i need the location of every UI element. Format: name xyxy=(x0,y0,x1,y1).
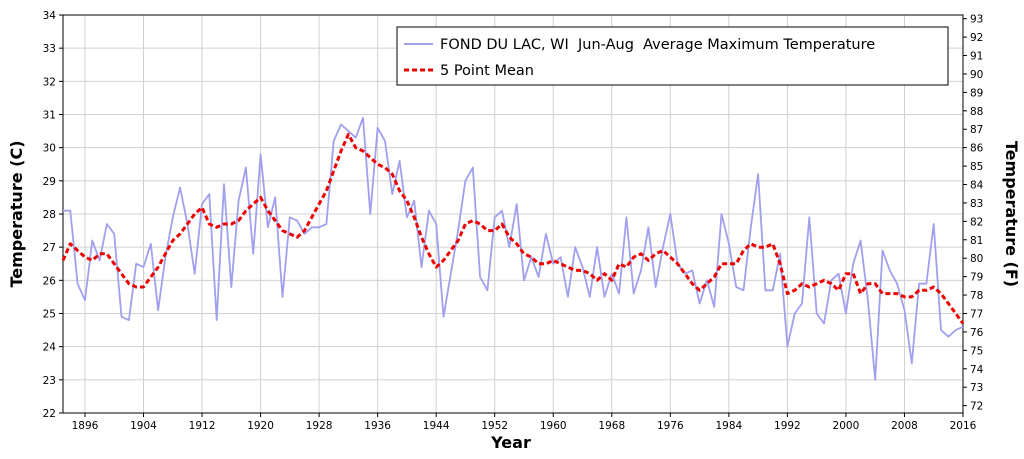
legend-box xyxy=(396,26,949,86)
left-tick-label: 22 xyxy=(43,408,56,420)
right-tick-label: 76 xyxy=(970,327,984,339)
right-axis-ticks: 72 73 74 75 76 77 78 79 80 81 82 83 84 85 86 87 88 89 90 91… xyxy=(963,14,984,413)
right-tick-label: 81 xyxy=(970,235,983,247)
x-tick-label: 1960 xyxy=(540,420,567,432)
legend-label-raw: FOND DU LAC, WI Jun-Aug Average Maximum … xyxy=(440,37,875,53)
series-layer xyxy=(61,116,965,381)
left-tick-label: 33 xyxy=(43,43,56,55)
right-tick-label: 80 xyxy=(970,253,983,265)
left-tick-label: 25 xyxy=(43,309,56,321)
left-tick-label: 32 xyxy=(43,76,56,88)
x-tick-label: 1992 xyxy=(774,420,801,432)
x-tick-label: 1904 xyxy=(130,420,157,432)
x-tick-label: 1944 xyxy=(423,420,450,432)
x-tick-label: 1984 xyxy=(715,420,742,432)
right-tick-label: 91 xyxy=(970,51,983,63)
right-tick-label: 83 xyxy=(970,198,983,210)
x-tick-label: 1928 xyxy=(306,420,333,432)
x-tick-label: 1976 xyxy=(657,420,684,432)
right-tick-label: 90 xyxy=(970,69,983,81)
right-tick-label: 72 xyxy=(970,401,983,413)
left-tick-label: 24 xyxy=(43,342,57,354)
right-tick-label: 85 xyxy=(970,161,983,173)
right-tick-label: 75 xyxy=(970,345,983,357)
x-tick-label: 1952 xyxy=(481,420,508,432)
x-tick-label: 1920 xyxy=(247,420,274,432)
right-tick-label: 89 xyxy=(970,87,983,99)
right-tick-label: 86 xyxy=(970,143,984,155)
left-axis-ticks: 22 23 24 25 26 27 28 29 30 31 32 33 34 xyxy=(43,10,63,420)
right-tick-label: 73 xyxy=(970,382,983,394)
x-tick-label: 1896 xyxy=(72,420,99,432)
legend-label-mean: 5 Point Mean xyxy=(440,63,534,79)
right-tick-label: 84 xyxy=(970,180,984,192)
right-axis-title: Temperature (F) xyxy=(1002,141,1021,287)
x-tick-label: 1936 xyxy=(364,420,391,432)
legend: FOND DU LAC, WI Jun-Aug Average Maximum … xyxy=(396,26,949,86)
x-axis-title: Year xyxy=(490,433,531,452)
left-tick-label: 34 xyxy=(43,10,57,22)
left-tick-label: 31 xyxy=(43,110,56,122)
x-tick-label: 2008 xyxy=(891,420,918,432)
x-tick-label: 1912 xyxy=(189,420,216,432)
right-tick-label: 82 xyxy=(970,216,983,228)
left-tick-label: 27 xyxy=(43,242,56,254)
x-tick-label: 1968 xyxy=(598,420,625,432)
right-tick-label: 74 xyxy=(970,364,984,376)
right-tick-label: 93 xyxy=(970,14,983,26)
right-tick-label: 79 xyxy=(970,272,983,284)
left-tick-label: 30 xyxy=(43,143,56,155)
left-tick-label: 23 xyxy=(43,375,56,387)
x-tick-label: 2016 xyxy=(950,420,977,432)
x-axis-ticks: 1896 1904 1912 1920 1928 1936 1944 1952 1960 1968… xyxy=(72,413,977,432)
right-tick-label: 78 xyxy=(970,290,983,302)
right-tick-label: 88 xyxy=(970,106,983,118)
left-tick-label: 26 xyxy=(43,275,57,287)
series-line-5pt-mean xyxy=(61,132,965,325)
left-axis-title: Temperature (C) xyxy=(7,140,26,287)
right-tick-label: 77 xyxy=(970,309,983,321)
right-tick-label: 92 xyxy=(970,32,983,44)
series-line-avg-max-temp xyxy=(63,116,964,381)
right-tick-label: 87 xyxy=(970,124,983,136)
left-tick-label: 28 xyxy=(43,209,56,221)
x-tick-label: 2000 xyxy=(833,420,860,432)
left-tick-label: 29 xyxy=(43,176,56,188)
